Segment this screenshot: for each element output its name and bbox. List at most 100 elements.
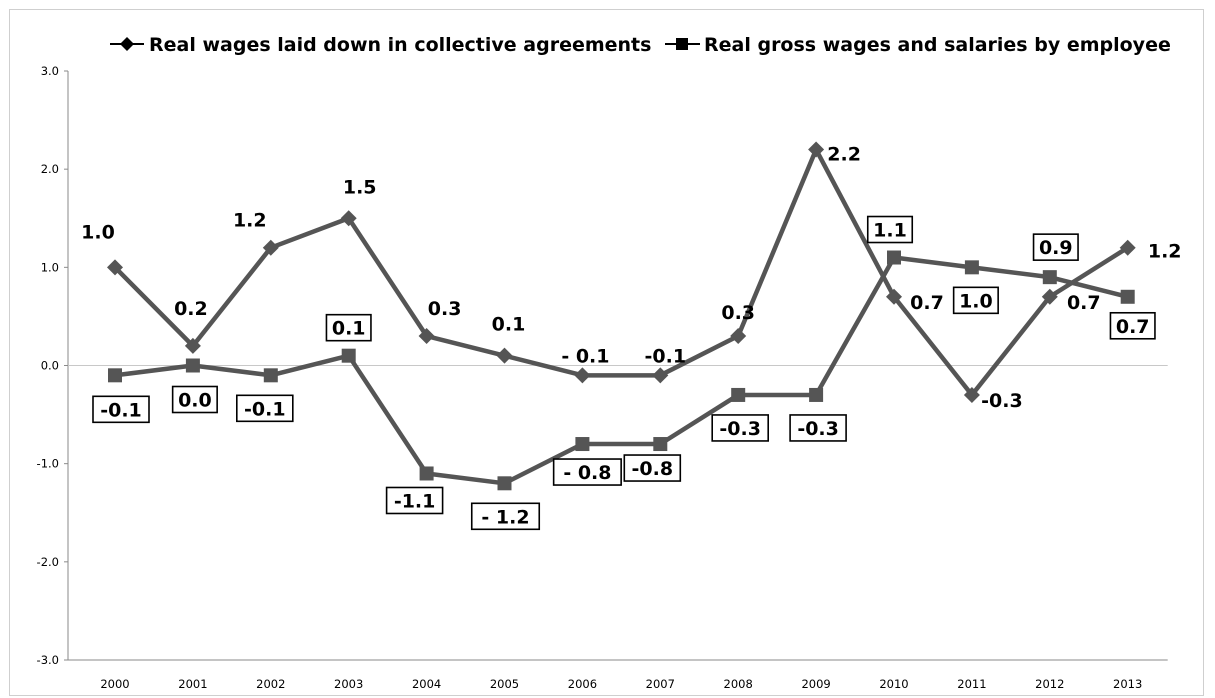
data-label-box <box>623 454 682 482</box>
square-marker <box>887 250 901 265</box>
x-tick-label: 2013 <box>1113 677 1142 691</box>
data-label-box <box>552 458 622 486</box>
data-label: 1.0 <box>959 290 993 312</box>
data-label: - 1.2 <box>481 506 529 528</box>
diamond-marker <box>574 367 591 384</box>
legend-label-gross: Real gross wages and salaries by employe… <box>704 34 1171 56</box>
x-tick-label: 2001 <box>178 677 207 691</box>
data-label: 0.7 <box>910 292 944 314</box>
data-label-box <box>952 286 999 315</box>
square-marker <box>809 387 824 402</box>
y-tick-label: -1.0 <box>37 457 59 471</box>
diamond-marker <box>184 337 201 354</box>
data-label-box <box>789 414 847 442</box>
diamond-marker <box>262 239 279 256</box>
diamond-marker <box>808 141 825 158</box>
diamond-marker <box>963 386 980 403</box>
data-label: 0.7 <box>1116 316 1150 338</box>
data-label: -0.1 <box>244 398 286 420</box>
legend-label-collective: Real wages laid down in collective agree… <box>149 34 651 56</box>
data-labels: 1.0 0.2 1.2 1.5 0.3 0.1 - 0.1 -0.1 0.3 2.2 0.7 -0.3… <box>81 144 1182 531</box>
x-tick-label: 2008 <box>724 677 753 691</box>
data-label-box <box>325 313 372 342</box>
legend-item-collective: Real wages laid down in collective agree… <box>110 34 651 56</box>
square-marker <box>575 437 590 452</box>
data-label: 0.0 <box>178 390 212 412</box>
x-tick-label: 2005 <box>490 677 519 691</box>
x-tick-label: 2000 <box>100 677 129 691</box>
square-marker <box>653 437 668 452</box>
square-marker <box>497 476 512 491</box>
x-tick-label: 2006 <box>568 677 597 691</box>
diamond-marker <box>496 347 513 364</box>
x-tick-label: 2012 <box>1035 677 1064 691</box>
data-label: 1.2 <box>233 210 267 232</box>
diamond-marker <box>340 210 357 227</box>
series <box>107 141 1136 491</box>
square-marker <box>108 368 122 383</box>
x-tick-label: 2010 <box>879 677 908 691</box>
square-marker <box>341 348 356 363</box>
y-tick-label: 0.0 <box>41 359 59 373</box>
data-label-box <box>171 385 218 414</box>
x-tick-label: 2007 <box>646 677 675 691</box>
data-label: 0.9 <box>1039 237 1073 259</box>
data-label: 0.1 <box>492 314 526 336</box>
data-label: 0.7 <box>1067 292 1101 314</box>
x-tick-label: 2003 <box>334 677 363 691</box>
diamond-marker <box>730 328 747 345</box>
diamond-marker <box>886 288 902 305</box>
data-label: 1.0 <box>81 221 115 243</box>
diamond-marker <box>418 328 435 345</box>
data-label-box <box>1109 311 1156 340</box>
legend-square-icon <box>676 38 688 50</box>
x-tick-label: 2009 <box>801 677 830 691</box>
data-label: -0.1 <box>100 399 142 421</box>
y-tick-label: 2.0 <box>41 162 59 176</box>
data-label: -0.3 <box>719 418 761 440</box>
square-marker <box>1120 289 1135 304</box>
square-marker <box>263 368 278 383</box>
data-label: - 0.8 <box>563 462 611 484</box>
x-tick-label: 2002 <box>256 677 285 691</box>
data-label: 1.5 <box>343 176 377 198</box>
data-label: 1.1 <box>873 220 907 242</box>
data-label: 0.1 <box>332 318 366 340</box>
data-label-box <box>866 215 914 244</box>
axes: 3.0 2.0 1.0 0.0 -1.0 -2.0 -3.0 2000 2001 2002 2003… <box>37 64 1168 691</box>
data-label: -0.8 <box>632 458 674 480</box>
chart-frame: Real wages laid down in collective agree… <box>9 9 1204 696</box>
series-line-gross <box>114 255 1129 486</box>
legend-item-gross: Real gross wages and salaries by employe… <box>665 34 1171 56</box>
data-label: 0.2 <box>174 298 208 320</box>
data-label: -0.3 <box>981 390 1023 412</box>
square-marker <box>731 387 746 402</box>
data-label: 1.2 <box>1148 241 1182 263</box>
square-marker <box>185 358 200 373</box>
data-label: - 0.1 <box>561 345 609 367</box>
legend: Real wages laid down in collective agree… <box>110 34 1171 56</box>
diamond-marker <box>1041 288 1058 305</box>
data-label-box <box>711 414 770 442</box>
data-label: -0.3 <box>797 418 839 440</box>
diamond-marker <box>107 259 123 276</box>
data-label-box <box>92 395 150 424</box>
diamond-marker <box>652 367 669 384</box>
x-tick-label: 2011 <box>957 677 986 691</box>
data-label-box <box>236 394 294 423</box>
x-tick-label: 2004 <box>412 677 441 691</box>
square-marker <box>964 260 979 275</box>
data-label: 2.2 <box>827 144 861 166</box>
data-label-box <box>1032 233 1079 261</box>
y-tick-label: -3.0 <box>37 653 59 667</box>
data-label: -0.1 <box>645 345 687 367</box>
legend-diamond-icon <box>120 37 134 51</box>
data-label: 0.3 <box>428 298 462 320</box>
data-label-box <box>385 486 444 515</box>
line-chart: Real wages laid down in collective agree… <box>37 34 1182 691</box>
data-label: 0.3 <box>721 302 755 324</box>
y-tick-label: 1.0 <box>41 260 59 274</box>
y-tick-label: 3.0 <box>41 64 59 78</box>
data-label: -1.1 <box>394 490 436 512</box>
y-tick-label: -2.0 <box>37 555 59 569</box>
